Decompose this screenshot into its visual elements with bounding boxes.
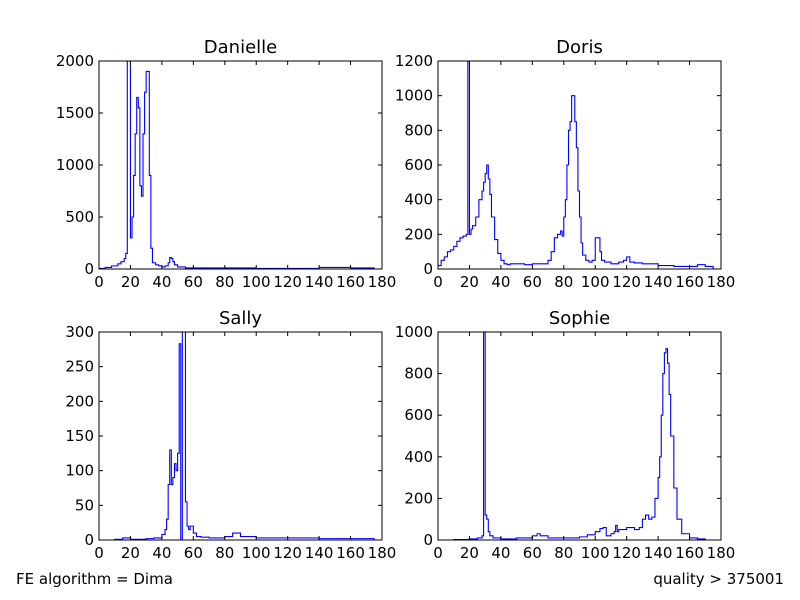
series-line-sophie bbox=[438, 332, 721, 540]
y-tick-label: 0 bbox=[84, 531, 94, 549]
panel-sally: 0 20 40 60 80 100 120 140 160 1800501001502002503… bbox=[65, 308, 396, 562]
x-tick-label: 100 bbox=[581, 544, 610, 562]
y-tick-label: 50 bbox=[75, 496, 94, 514]
y-tick-label: 1000 bbox=[395, 323, 433, 341]
footer-quality-label: quality > 375001 bbox=[653, 570, 784, 588]
y-tick-label: 250 bbox=[65, 358, 94, 376]
x-tick-label: 120 bbox=[612, 273, 641, 291]
y-tick-label: 1500 bbox=[56, 104, 94, 122]
x-tick-label: 100 bbox=[242, 544, 271, 562]
x-tick-label: 60 bbox=[184, 544, 203, 562]
x-tick-label: 80 bbox=[554, 273, 573, 291]
y-tick-label: 1000 bbox=[56, 156, 94, 174]
x-tick-label: 80 bbox=[215, 544, 234, 562]
x-tick-label: 160 bbox=[675, 544, 704, 562]
y-tick-label: 200 bbox=[404, 489, 433, 507]
x-tick-label: 60 bbox=[523, 273, 542, 291]
x-tick-label: 140 bbox=[644, 273, 673, 291]
x-tick-label: 0 bbox=[94, 273, 104, 291]
x-tick-label: 20 bbox=[460, 273, 479, 291]
axes-frame bbox=[437, 331, 722, 541]
x-tick-label: 180 bbox=[368, 544, 397, 562]
x-tick-label: 40 bbox=[491, 273, 510, 291]
y-tick-label: 0 bbox=[423, 260, 433, 278]
x-tick-label: 180 bbox=[707, 273, 736, 291]
y-tick-label: 400 bbox=[404, 448, 433, 466]
y-tick-label: 600 bbox=[404, 156, 433, 174]
series-line-doris bbox=[438, 61, 721, 269]
x-tick-label: 140 bbox=[305, 273, 334, 291]
x-tick-label: 20 bbox=[121, 273, 140, 291]
panel-title: Danielle bbox=[204, 37, 277, 58]
y-tick-label: 1200 bbox=[395, 52, 433, 70]
y-tick-label: 0 bbox=[423, 531, 433, 549]
axes-frame bbox=[98, 60, 383, 270]
panel-danielle: 0 20 40 60 80 100 120 140 160 180 0 500 1000 1500 2000… bbox=[56, 37, 397, 291]
x-tick-label: 160 bbox=[336, 273, 365, 291]
x-tick-label: 40 bbox=[152, 273, 171, 291]
x-tick-label: 100 bbox=[242, 273, 271, 291]
footer-algorithm-label: FE algorithm = Dima bbox=[16, 570, 173, 588]
x-tick-label: 180 bbox=[707, 544, 736, 562]
y-tick-label: 400 bbox=[404, 191, 433, 209]
y-tick-label: 800 bbox=[404, 365, 433, 383]
x-tick-label: 60 bbox=[184, 273, 203, 291]
y-tick-label: 0 bbox=[84, 260, 94, 278]
series-line-danielle bbox=[99, 61, 382, 269]
x-tick-label: 60 bbox=[523, 544, 542, 562]
x-tick-label: 180 bbox=[368, 273, 397, 291]
x-tick-label: 20 bbox=[460, 544, 479, 562]
x-tick-label: 140 bbox=[305, 544, 334, 562]
x-tick-label: 160 bbox=[675, 273, 704, 291]
x-tick-label: 80 bbox=[554, 544, 573, 562]
axes-frame bbox=[437, 60, 722, 270]
panel-title: Sally bbox=[219, 308, 262, 329]
axes-frame bbox=[98, 331, 383, 541]
y-tick-label: 200 bbox=[404, 225, 433, 243]
x-tick-label: 0 bbox=[433, 544, 443, 562]
x-tick-label: 0 bbox=[94, 544, 104, 562]
panel-title: Doris bbox=[556, 37, 603, 58]
x-tick-label: 100 bbox=[581, 273, 610, 291]
series-line-sally bbox=[99, 332, 382, 540]
y-tick-label: 500 bbox=[65, 208, 94, 226]
y-tick-label: 200 bbox=[65, 392, 94, 410]
x-tick-label: 40 bbox=[152, 544, 171, 562]
x-tick-label: 120 bbox=[612, 544, 641, 562]
y-tick-label: 600 bbox=[404, 406, 433, 424]
x-tick-label: 120 bbox=[273, 544, 302, 562]
x-tick-label: 140 bbox=[644, 544, 673, 562]
panel-sophie: 0 20 40 60 80 100 120 140 160 180 0 200 400 600 800 100… bbox=[395, 308, 736, 562]
panel-title: Sophie bbox=[549, 308, 610, 329]
y-tick-label: 100 bbox=[65, 462, 94, 480]
x-tick-label: 160 bbox=[336, 544, 365, 562]
panel-doris: 0 20 40 60 80 100 120 140 160 180 0 200 400 600 800 100… bbox=[395, 37, 736, 291]
y-tick-label: 1000 bbox=[395, 87, 433, 105]
y-tick-label: 800 bbox=[404, 121, 433, 139]
x-tick-label: 120 bbox=[273, 273, 302, 291]
x-tick-label: 40 bbox=[491, 544, 510, 562]
y-tick-label: 150 bbox=[65, 427, 94, 445]
x-tick-label: 20 bbox=[121, 544, 140, 562]
x-tick-label: 80 bbox=[215, 273, 234, 291]
y-tick-label: 300 bbox=[65, 323, 94, 341]
x-tick-label: 0 bbox=[433, 273, 443, 291]
y-tick-label: 2000 bbox=[56, 52, 94, 70]
